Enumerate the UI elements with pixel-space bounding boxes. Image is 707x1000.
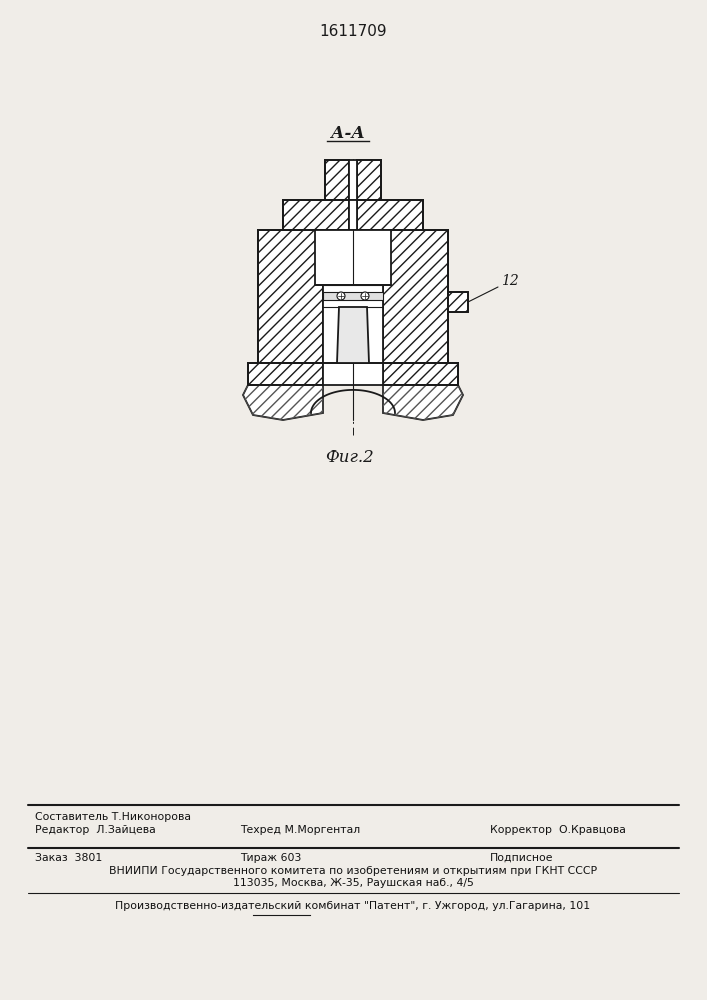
Text: Техред М.Моргентал: Техред М.Моргентал xyxy=(240,825,360,835)
Bar xyxy=(258,230,323,363)
Bar xyxy=(383,363,458,385)
Text: Составитель Т.Никонорова: Составитель Т.Никонорова xyxy=(35,812,191,822)
Text: Фиг.2: Фиг.2 xyxy=(325,449,374,466)
Bar xyxy=(325,160,349,200)
Text: ВНИИПИ Государственного комитета по изобретениям и открытиям при ГКНТ СССР: ВНИИПИ Государственного комитета по изоб… xyxy=(109,866,597,876)
Bar xyxy=(357,160,381,200)
Bar xyxy=(357,200,423,230)
Bar xyxy=(448,292,468,312)
Text: А-А: А-А xyxy=(331,125,365,142)
Text: Тираж 603: Тираж 603 xyxy=(240,853,301,863)
Bar xyxy=(323,363,383,385)
Text: Подписное: Подписное xyxy=(490,853,554,863)
Bar xyxy=(248,363,323,385)
Bar xyxy=(315,230,391,285)
Bar xyxy=(283,200,349,230)
Bar xyxy=(323,292,383,300)
Text: 12: 12 xyxy=(501,274,519,288)
Circle shape xyxy=(337,292,345,300)
Polygon shape xyxy=(337,307,369,363)
Bar xyxy=(325,160,349,200)
Bar xyxy=(349,160,357,200)
Polygon shape xyxy=(383,385,463,420)
Text: 113035, Москва, Ж-35, Раушская наб., 4/5: 113035, Москва, Ж-35, Раушская наб., 4/5 xyxy=(233,878,474,888)
Bar xyxy=(349,200,357,230)
Text: Редактор  Л.Зайцева: Редактор Л.Зайцева xyxy=(35,825,156,835)
Bar xyxy=(258,230,323,363)
Polygon shape xyxy=(243,385,323,420)
Bar xyxy=(323,230,383,363)
Bar xyxy=(283,200,349,230)
Circle shape xyxy=(361,292,369,300)
Bar xyxy=(383,363,458,385)
Bar xyxy=(383,230,448,363)
Text: 1611709: 1611709 xyxy=(319,24,387,39)
Text: Корректор  О.Кравцова: Корректор О.Кравцова xyxy=(490,825,626,835)
Bar xyxy=(448,292,468,312)
Bar xyxy=(383,230,448,363)
Bar xyxy=(357,160,381,200)
Text: Заказ  3801: Заказ 3801 xyxy=(35,853,103,863)
Bar xyxy=(248,363,323,385)
Bar xyxy=(357,200,423,230)
Text: Производственно-издательский комбинат "Патент", г. Ужгород, ул.Гагарина, 101: Производственно-издательский комбинат "П… xyxy=(115,901,590,911)
